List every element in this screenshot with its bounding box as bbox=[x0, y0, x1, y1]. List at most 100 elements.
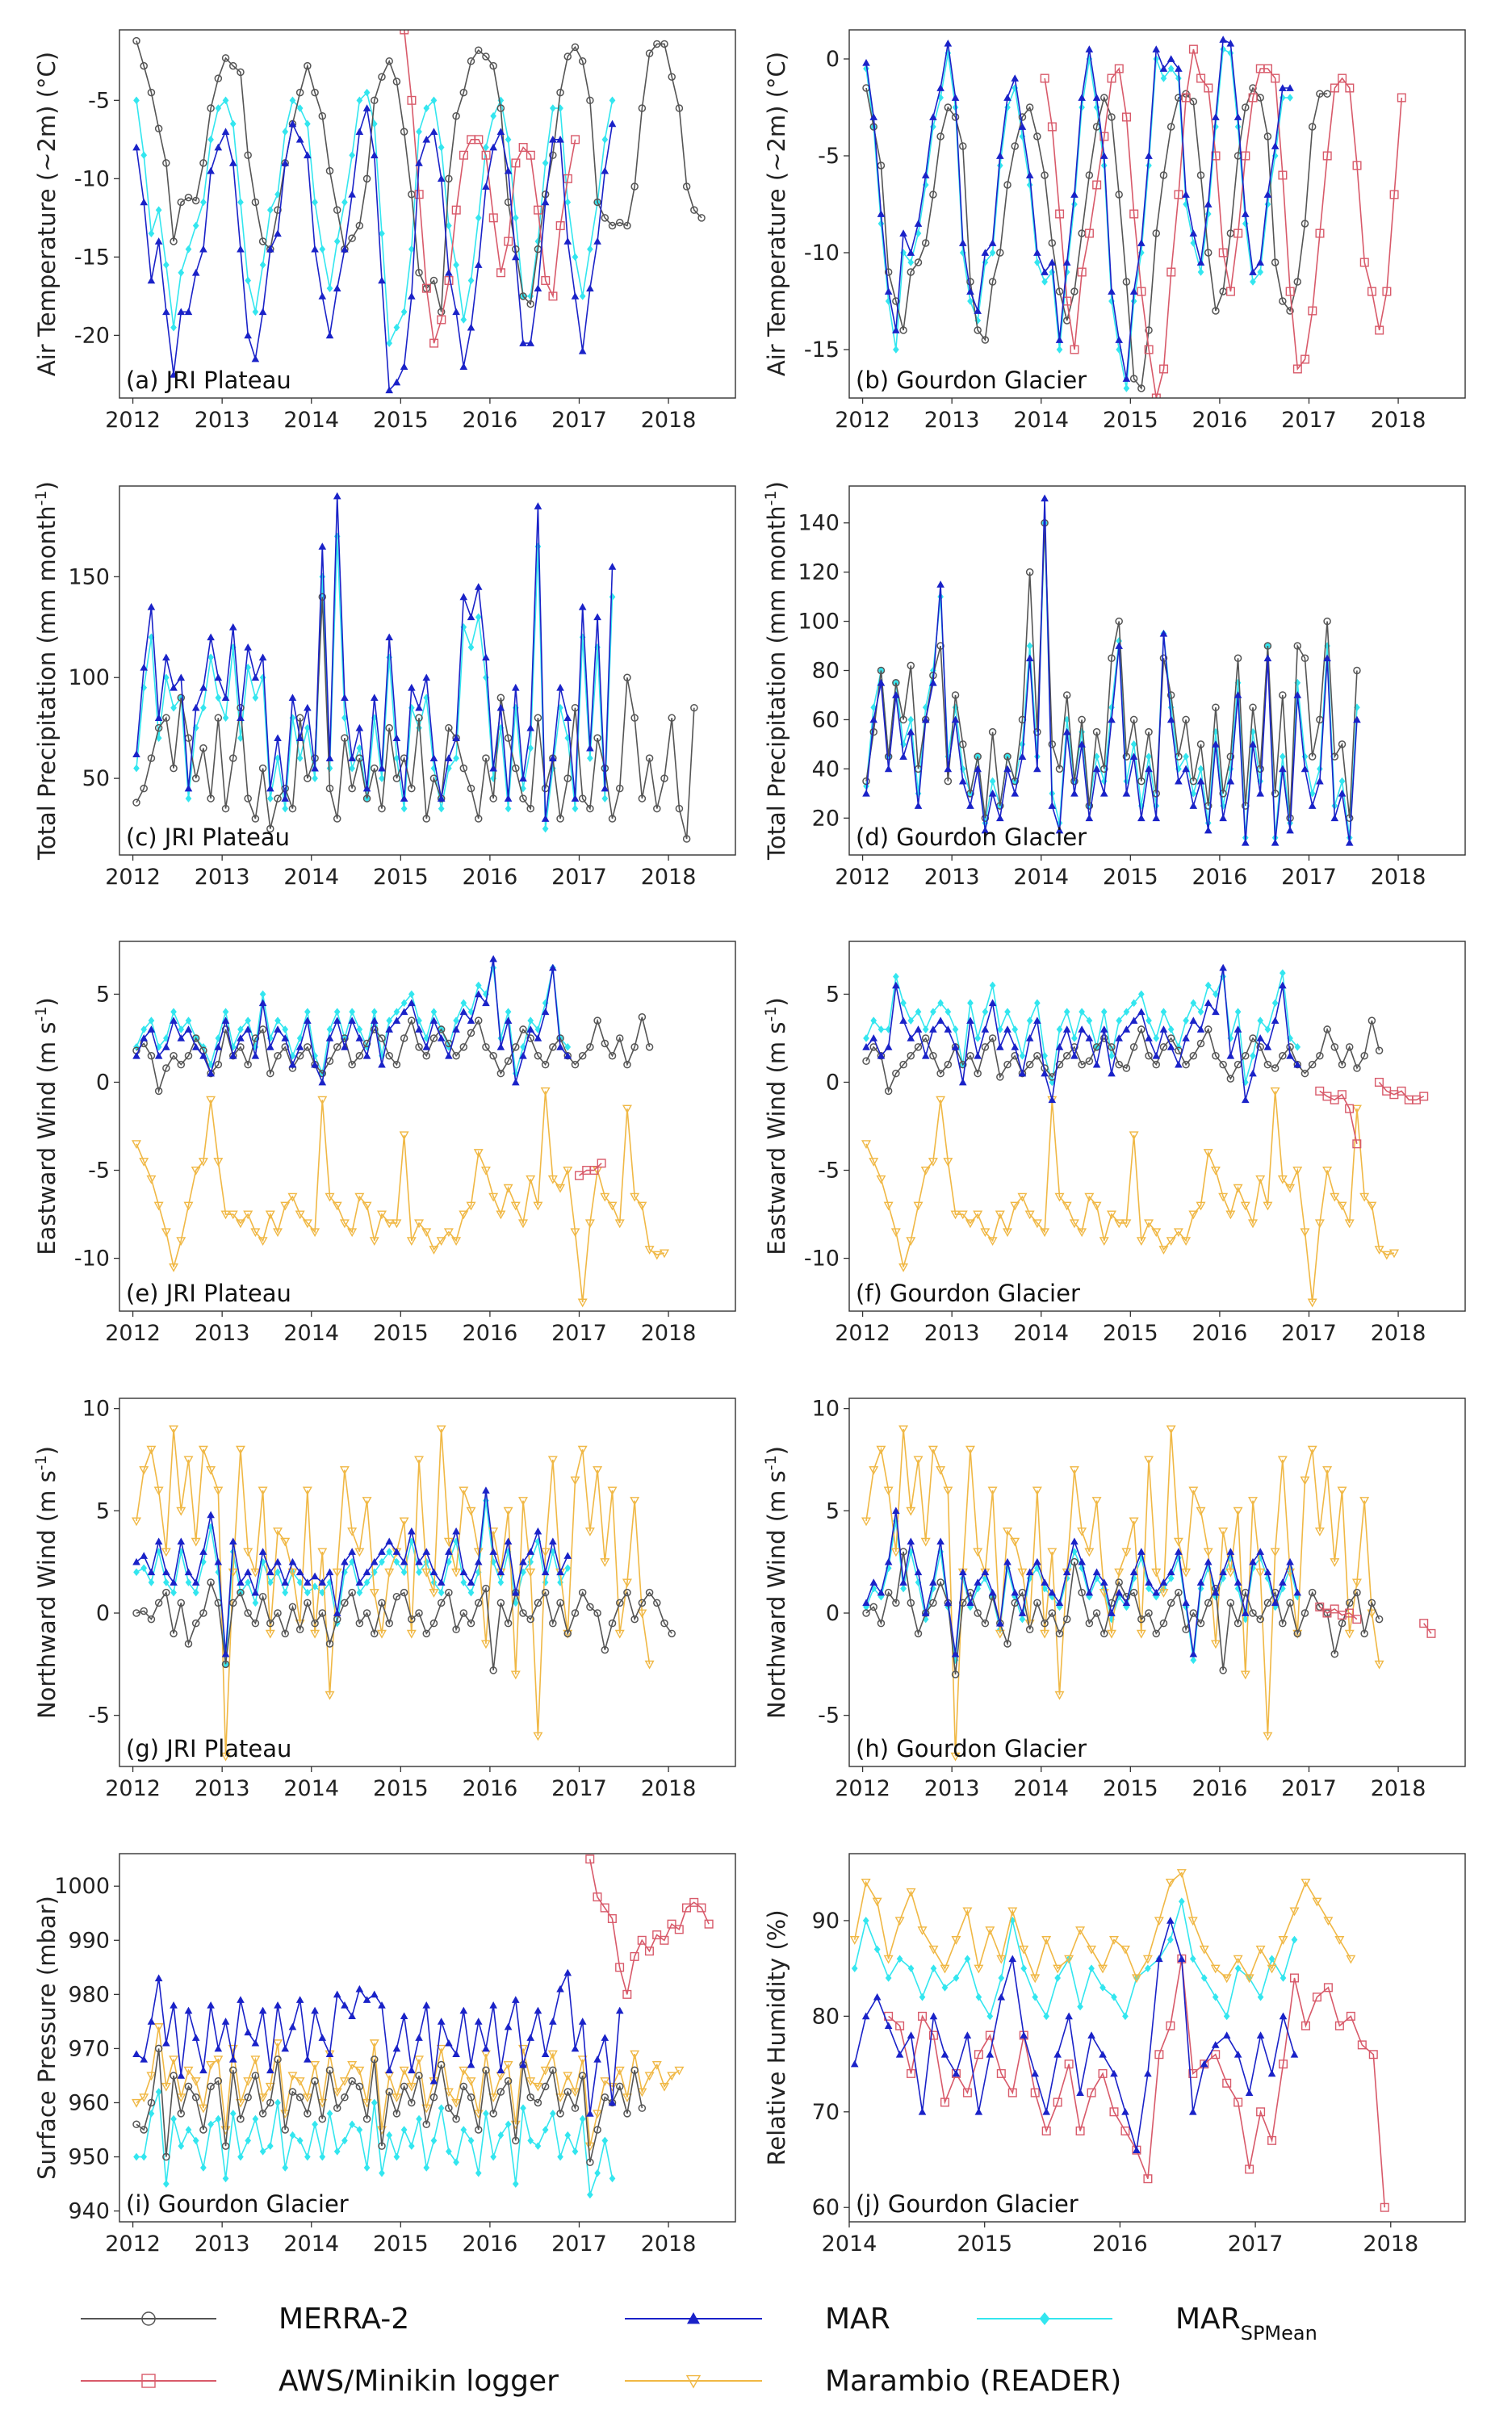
data-point-mar bbox=[958, 777, 967, 785]
data-point-reader bbox=[973, 1210, 983, 1220]
plot-area bbox=[861, 1425, 1436, 1762]
data-point-mar bbox=[1256, 2031, 1265, 2039]
data-point-reader bbox=[526, 1175, 536, 1184]
data-point-reader bbox=[161, 1228, 171, 1238]
data-point-mar bbox=[1196, 258, 1205, 266]
data-point-reader bbox=[584, 1219, 595, 1229]
data-point-marsp bbox=[996, 161, 1003, 170]
data-point-marsp bbox=[1264, 1574, 1271, 1582]
data-point-marsp bbox=[453, 1537, 459, 1546]
series-line-reader bbox=[853, 1871, 1352, 1980]
data-point-marsp bbox=[1167, 1574, 1175, 1582]
data-point-merra2 bbox=[1055, 287, 1064, 295]
y-tick-label: 80 bbox=[812, 2004, 840, 2029]
data-point-mar bbox=[936, 1016, 944, 1024]
data-point-aws bbox=[1271, 73, 1280, 83]
data-point-mar bbox=[258, 653, 267, 661]
plot-area bbox=[132, 30, 706, 394]
data-point-marsp bbox=[304, 2152, 311, 2161]
data-point-reader bbox=[332, 1201, 342, 1211]
data-point-merra2 bbox=[378, 804, 386, 813]
data-point-reader bbox=[1173, 1537, 1183, 1547]
data-point-marsp bbox=[572, 253, 579, 262]
series-reader bbox=[132, 1425, 655, 1762]
data-point-mar bbox=[482, 2044, 490, 2052]
data-point-mar bbox=[1338, 790, 1347, 797]
data-point-reader bbox=[1322, 1166, 1333, 1175]
data-point-merra2 bbox=[437, 2060, 446, 2069]
data-point-merra2 bbox=[959, 740, 967, 748]
y-tick-label: -5 bbox=[818, 1159, 840, 1184]
data-point-aws bbox=[1315, 228, 1325, 238]
data-point-merra2 bbox=[385, 723, 393, 732]
x-tick-label: 2015 bbox=[1103, 1321, 1158, 1346]
data-point-merra2 bbox=[422, 1629, 431, 1638]
data-point-merra2 bbox=[1338, 740, 1347, 748]
data-point-marsp bbox=[1088, 1964, 1095, 1972]
data-point-merra2 bbox=[154, 2044, 163, 2053]
data-point-reader bbox=[1142, 1955, 1153, 1964]
series-line-merra2 bbox=[136, 597, 695, 840]
data-point-aws bbox=[1330, 83, 1339, 93]
data-point-merra2 bbox=[355, 2082, 364, 2091]
data-point-marsp bbox=[222, 96, 229, 105]
data-point-marsp bbox=[870, 1016, 877, 1025]
data-point-reader bbox=[302, 1219, 312, 1229]
data-point-mar bbox=[348, 1548, 356, 1555]
data-point-merra2 bbox=[668, 73, 676, 81]
data-point-mar bbox=[1137, 1548, 1146, 1555]
data-point-aws bbox=[518, 143, 528, 153]
data-point-merra2 bbox=[608, 815, 617, 823]
data-point-reader bbox=[890, 1548, 901, 1557]
data-point-mar bbox=[1152, 814, 1161, 822]
data-point-mar bbox=[266, 1043, 274, 1050]
data-point-aws bbox=[488, 213, 498, 223]
data-point-mar bbox=[445, 2039, 453, 2047]
data-point-reader bbox=[898, 1425, 909, 1435]
data-point-reader bbox=[995, 1210, 1005, 1220]
data-point-merra2 bbox=[660, 774, 668, 782]
data-point-marsp bbox=[326, 764, 333, 773]
data-point-reader bbox=[1344, 1629, 1355, 1639]
data-point-marsp bbox=[453, 1016, 459, 1025]
data-point-marsp bbox=[900, 999, 907, 1008]
data-point-reader bbox=[577, 1445, 588, 1455]
data-point-mar bbox=[132, 143, 140, 151]
data-point-mar bbox=[295, 1043, 304, 1050]
data-point-mar bbox=[221, 2018, 230, 2025]
data-point-merra2 bbox=[154, 1599, 163, 1607]
data-point-marsp bbox=[341, 2136, 348, 2145]
data-point-merra2 bbox=[191, 196, 200, 205]
data-point-marsp bbox=[386, 2131, 393, 2139]
data-point-marsp bbox=[304, 119, 311, 128]
data-point-mar bbox=[1159, 1578, 1168, 1586]
data-point-mar bbox=[511, 1078, 520, 1086]
data-point-merra2 bbox=[541, 2082, 550, 2091]
data-point-mar bbox=[295, 1996, 304, 2003]
data-point-marsp bbox=[579, 2114, 586, 2123]
data-point-marsp bbox=[497, 2131, 505, 2139]
data-point-marsp bbox=[542, 1578, 549, 1586]
data-point-mar bbox=[974, 1051, 982, 1059]
data-point-mar bbox=[333, 1016, 341, 1024]
data-point-reader bbox=[906, 1237, 916, 1247]
data-point-merra2 bbox=[237, 2114, 245, 2123]
data-point-marsp bbox=[259, 261, 266, 269]
data-point-marsp bbox=[974, 1034, 982, 1042]
data-point-reader bbox=[540, 1548, 551, 1557]
data-point-reader bbox=[1136, 1237, 1146, 1247]
data-point-merra2 bbox=[571, 2104, 580, 2112]
data-point-mar bbox=[318, 1578, 327, 1586]
data-point-mar bbox=[1189, 1016, 1198, 1024]
data-point-reader bbox=[1040, 1629, 1050, 1639]
data-point-merra2 bbox=[974, 752, 982, 761]
data-point-aws bbox=[1397, 93, 1406, 103]
data-point-merra2 bbox=[154, 1087, 163, 1096]
data-point-aws bbox=[585, 1854, 595, 1864]
data-point-mar bbox=[1159, 1025, 1168, 1033]
data-point-merra2 bbox=[512, 1043, 520, 1051]
data-point-mar bbox=[311, 245, 319, 253]
series-marsp bbox=[863, 45, 1293, 392]
data-point-marsp bbox=[423, 694, 430, 702]
data-point-mar bbox=[873, 1993, 882, 2001]
